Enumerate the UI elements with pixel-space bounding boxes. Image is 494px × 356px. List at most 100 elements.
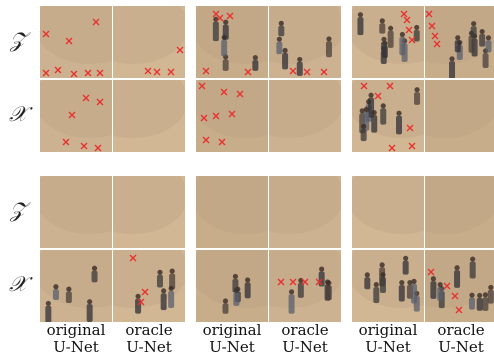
marker-cross: [228, 110, 236, 118]
column-caption-5-line-1: original: [358, 321, 418, 339]
image-cell-r2-c1: [40, 80, 112, 152]
pedestrian: [413, 24, 420, 42]
floor-pattern: [40, 80, 112, 138]
floor-pattern: [40, 176, 112, 234]
marker-cross: [360, 82, 368, 90]
pedestrian: [244, 277, 251, 299]
floor-background: [352, 176, 424, 248]
pedestrian: [278, 20, 285, 37]
crowd-photo: [352, 6, 424, 78]
pedestrian: [476, 292, 483, 311]
column-caption-5-line-2: U-Net: [365, 338, 411, 356]
column-caption-3-line-2: U-Net: [209, 338, 255, 356]
crowd-photo: [113, 250, 185, 322]
floor-background: [269, 80, 341, 152]
floor-pattern: [196, 176, 268, 234]
image-cell-r1-c2: [113, 6, 185, 78]
crowd-photo: [40, 250, 112, 322]
pedestrian: [288, 289, 295, 314]
crowd-photo: [40, 6, 112, 78]
marker-cross: [70, 70, 78, 78]
marker-cross: [84, 69, 92, 77]
pedestrian: [371, 110, 378, 133]
crowd-photo: [352, 176, 424, 248]
floor-background: [425, 80, 494, 152]
image-cell-r3-c5: [352, 176, 424, 248]
marker-cross: [315, 278, 323, 286]
marker-cross: [167, 68, 175, 76]
floor-pattern: [113, 250, 185, 308]
pedestrian: [222, 298, 229, 314]
marker-cross: [244, 68, 252, 76]
pedestrian: [437, 282, 444, 301]
marker-cross: [80, 142, 88, 150]
marker-cross: [427, 268, 435, 276]
pedestrian: [485, 35, 492, 53]
pedestrian: [395, 110, 402, 135]
marker-cross: [374, 92, 382, 100]
marker-cross: [94, 144, 102, 152]
pedestrian: [297, 277, 304, 298]
crowd-photo: [269, 6, 341, 78]
marker-cross: [141, 288, 149, 296]
pedestrian: [222, 54, 229, 71]
marker-cross: [54, 66, 62, 74]
image-cell-r2-c2: [113, 80, 185, 152]
pedestrian: [156, 269, 163, 288]
crowd-photo: [40, 80, 112, 152]
image-cell-r3-c2: [113, 176, 185, 248]
floor-background: [269, 176, 341, 248]
marker-cross: [212, 112, 220, 120]
marker-cross: [82, 94, 90, 102]
marker-cross: [289, 278, 297, 286]
marker-cross: [303, 68, 311, 76]
marker-cross: [68, 111, 76, 119]
column-caption-1-line-2: U-Net: [53, 338, 99, 356]
crowd-photo: [40, 176, 112, 248]
image-cell-r4-c6: [425, 250, 494, 322]
image-cell-r2-c3: [196, 80, 268, 152]
pedestrian: [160, 288, 167, 311]
column-caption-6-line-2: U-Net: [438, 338, 484, 356]
pedestrian: [373, 282, 380, 303]
pedestrian: [325, 280, 332, 301]
image-cell-r4-c3: [196, 250, 268, 322]
pedestrian: [91, 265, 98, 283]
column-caption-2-line-1: oracle: [125, 321, 173, 339]
image-cell-r3-c4: [269, 176, 341, 248]
crowd-photo: [196, 250, 268, 322]
image-cell-r2-c4: [269, 80, 341, 152]
pedestrian: [398, 280, 405, 302]
pedestrian: [360, 123, 367, 142]
image-cell-r3-c6: [425, 176, 494, 248]
marker-cross: [386, 82, 394, 90]
marker-cross: [428, 22, 436, 30]
image-cell-r1-c5: [352, 6, 424, 78]
pedestrian: [468, 292, 475, 310]
pedestrian: [380, 36, 387, 53]
crowd-photo: [425, 80, 494, 152]
pedestrian: [169, 268, 176, 290]
marker-cross: [425, 10, 433, 18]
pedestrian: [482, 292, 489, 311]
crowd-photo: [196, 6, 268, 78]
crowd-photo: [352, 250, 424, 322]
pedestrian: [454, 265, 461, 288]
floor-background: [113, 80, 185, 152]
row-label-4: 𝒳: [8, 272, 28, 296]
image-cell-r4-c4: [269, 250, 341, 322]
pedestrian: [296, 56, 303, 76]
crowd-photo: [425, 6, 494, 78]
marker-cross: [144, 67, 152, 75]
image-cell-r2-c6: [425, 80, 494, 152]
row-label-3: 𝒵: [10, 198, 26, 222]
pedestrian: [45, 300, 52, 322]
marker-cross: [42, 69, 50, 77]
row-label-2: 𝒳: [8, 102, 28, 126]
floor-background: [40, 6, 112, 78]
marker-cross: [153, 68, 161, 76]
image-cell-r1-c1: [40, 6, 112, 78]
pedestrian: [86, 299, 93, 322]
pedestrian: [449, 56, 456, 78]
marker-cross: [320, 68, 328, 76]
